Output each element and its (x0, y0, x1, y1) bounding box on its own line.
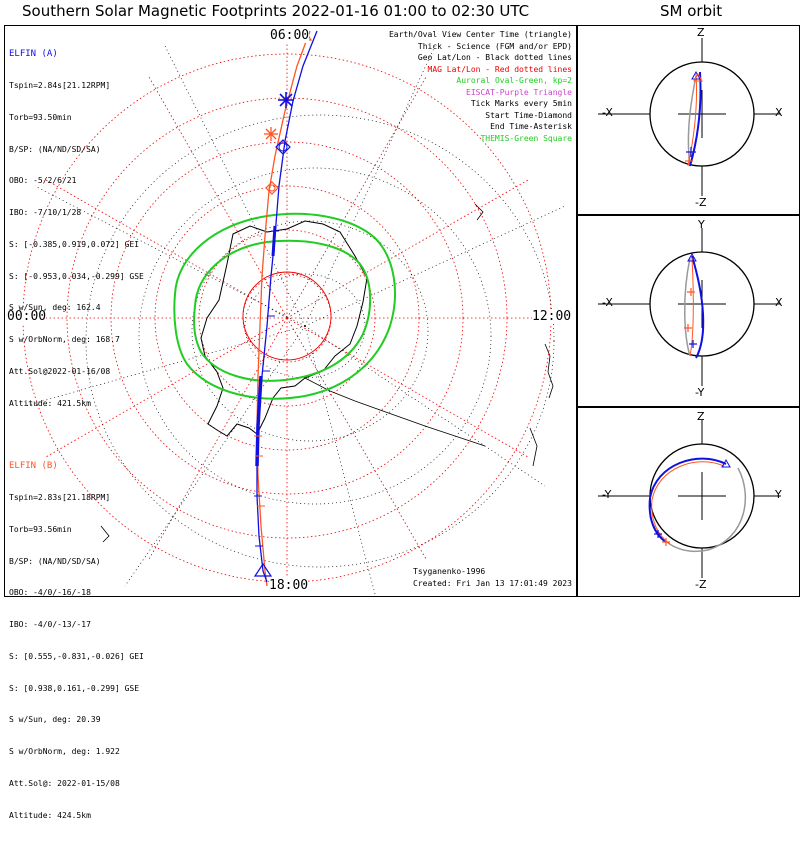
legend-item: Geo Lat/Lon - Black dotted lines (417, 53, 572, 62)
sm-orbit-yz (598, 420, 781, 578)
sm1-left-label: -X (602, 106, 613, 119)
model-credit: Tsyganenko-1996 (413, 567, 486, 576)
sm3-up-label: Z (697, 410, 705, 423)
elfin-a-track (256, 30, 318, 583)
elfin-b-line: IBO: -4/0/-13/-17 (9, 620, 91, 630)
legend: Earth/Oval View Center Time (triangle) T… (389, 29, 572, 144)
sm2-down-label: -Y (695, 386, 705, 399)
sm1-right-label: X (775, 106, 783, 119)
elfin-a-line: S w/Sun, deg: 162.4 (9, 303, 101, 313)
elfin-a-end-asterisk (278, 92, 294, 108)
elfin-b-line: B/SP: (NA/ND/SD/SA) (9, 556, 101, 566)
legend-item: Earth/Oval View Center Time (triangle) (388, 30, 572, 39)
elfin-a-start-diamond (275, 139, 291, 155)
elfin-b-line: Tspin=2.83s[21.18RPM] (9, 492, 111, 502)
sm1-down-label: -Z (695, 196, 707, 209)
elfin-b-end-asterisk (264, 127, 278, 141)
elfin-a-name: ELFIN (A) (9, 49, 58, 60)
elfin-a-line: S: [-0.385,0.919,0.072] GEI (9, 239, 140, 249)
antarctica-coastline (200, 220, 368, 437)
footprint-panel: 06:00 00:00 12:00 18:00 ELFIN (A) Tspin=… (4, 25, 577, 820)
legend-item: Auroral Oval-Green, kp=2 (456, 76, 572, 85)
created-credit: Created: Fri Jan 13 17:01:49 2023 (413, 579, 572, 588)
legend-item: End Time-Asterisk (490, 122, 572, 131)
elfin-b-name: ELFIN (B) (9, 461, 58, 472)
elfin-a-ticks (254, 230, 279, 547)
elfin-b-info: ELFIN (B) Tspin=2.83s[21.18RPM] Torb=93.… (9, 440, 144, 843)
time-label-right: 12:00 (532, 309, 572, 324)
legend-item: Thick - Science (FGM and/or EPD) (417, 41, 572, 51)
sm-orbit-xz (598, 38, 781, 196)
elfin-a-line: Altitude: 421.5km (9, 398, 91, 408)
elfin-a-line: Torb=93.50min (9, 112, 72, 122)
plot-title: Southern Solar Magnetic Footprints 2022-… (22, 2, 530, 20)
elfin-b-line: Altitude: 424.5km (9, 810, 91, 820)
elfin-a-line: S w/OrbNorm, deg: 168.7 (9, 335, 120, 345)
sm1-up-label: Z (697, 26, 705, 39)
elfin-a-info: ELFIN (A) Tspin=2.84s[21.12RPM] Torb=93.… (9, 28, 144, 431)
sm3-right-label: Y (775, 488, 782, 501)
elfin-a-line: IBO: -7/10/1/28 (9, 208, 82, 218)
elfin-b-line: S w/OrbNorm, deg: 1.922 (9, 747, 120, 757)
time-label-left: 00:00 (7, 309, 47, 324)
sm2-left-label: -X (602, 296, 613, 309)
sm-orbit-xy (598, 228, 781, 386)
elfin-a-line: S: [-0.953,0.034,-0.299] GSE (9, 271, 144, 281)
legend-item: THEMIS-Green Square (480, 133, 572, 143)
elfin-a-line: OBO: -5/2/6/21 (9, 176, 77, 186)
elfin-b-line: S w/Sun, deg: 20.39 (9, 715, 101, 725)
elfin-b-line: S: [0.555,-0.831,-0.026] GEI (9, 651, 144, 661)
sm3-left-label: -Y (602, 488, 612, 501)
elfin-a-line: B/SP: (NA/ND/SD/SA) (9, 144, 101, 154)
elfin-b-ticks (254, 435, 265, 507)
legend-item: EISCAT-Purple Triangle (466, 87, 572, 97)
legend-item: Tick Marks every 5min (470, 99, 572, 108)
elfin-b-line: Torb=93.56min (9, 524, 72, 534)
elfin-a-triangle (253, 562, 273, 577)
elfin-a-line: Att.Sol@2022-01-16/08 (9, 367, 111, 376)
mag-pole-circle (242, 271, 332, 361)
sm2-right-label: X (775, 296, 783, 309)
legend-item: Start Time-Diamond (485, 110, 572, 120)
elfin-b-line: Att.Sol@: 2022-01-15/08 (9, 779, 120, 788)
elfin-b-start-diamond (265, 181, 279, 195)
elfin-a-science (255, 375, 263, 467)
elfin-b-track (256, 30, 311, 587)
legend-item: MAG Lat/Lon - Red dotted lines (427, 64, 573, 74)
elfin-b-line: S: [0.938,0.161,-0.299] GSE (9, 683, 140, 693)
sm-orbit-yz-panel: Z -Z -Y Y (577, 407, 800, 597)
elfin-b-line: OBO: -4/0/-16/-18 (9, 588, 91, 598)
coastline-fragments (100, 203, 554, 543)
orbit-title: SM orbit (660, 2, 723, 20)
sm2-up-label: Y (698, 218, 705, 231)
time-label-top: 06:00 (270, 28, 310, 43)
sm3-down-label: -Z (695, 578, 707, 591)
elfin-a-line: Tspin=2.84s[21.12RPM] (9, 80, 111, 90)
time-label-bottom: 18:00 (269, 578, 309, 593)
sm-orbit-xy-panel: Y -Y -X X (577, 215, 800, 407)
sm-orbit-xz-panel: Z -Z -X X (577, 25, 800, 215)
